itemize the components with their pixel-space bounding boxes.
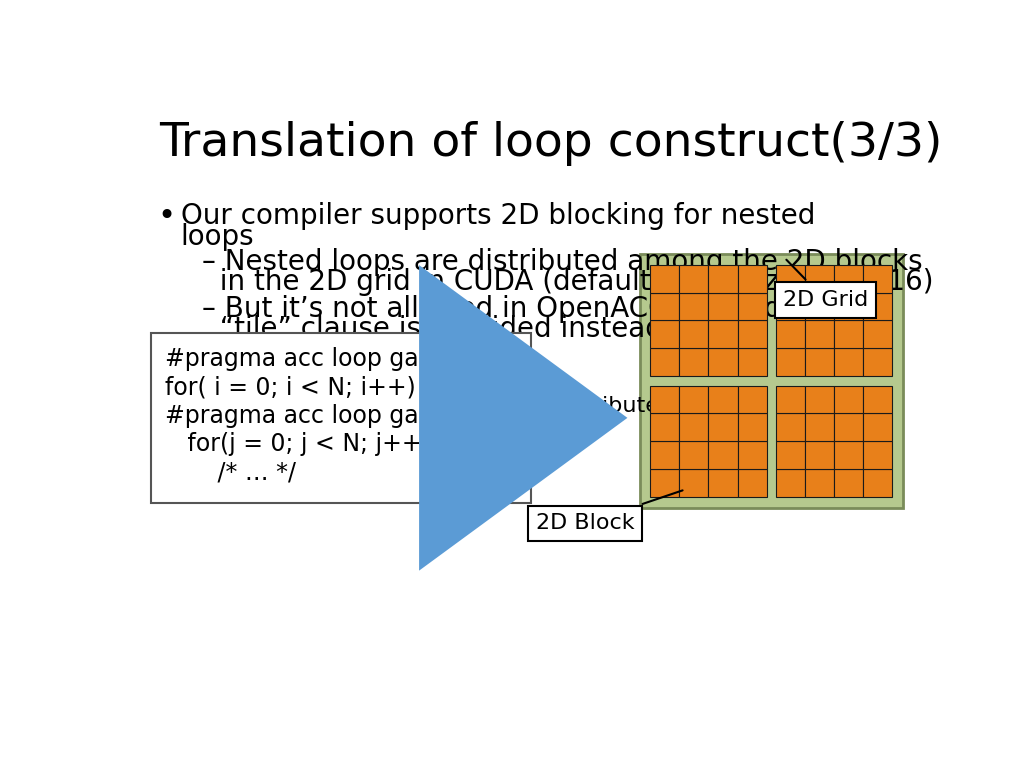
Bar (679, 265, 709, 293)
Bar (776, 293, 805, 320)
Bar (834, 349, 863, 376)
Bar (650, 386, 679, 413)
Bar (737, 265, 767, 293)
Bar (805, 320, 834, 349)
Bar (737, 442, 767, 469)
Text: 2D Block: 2D Block (536, 491, 683, 533)
Bar (776, 265, 805, 293)
Bar (834, 386, 863, 413)
Bar (679, 413, 709, 442)
Bar (834, 442, 863, 469)
Bar (805, 386, 834, 413)
Bar (737, 349, 767, 376)
Text: in the 2D grid in CUDA (default block size is 16x16): in the 2D grid in CUDA (default block si… (202, 269, 933, 296)
Bar (805, 293, 834, 320)
Bar (776, 386, 805, 413)
Bar (863, 349, 892, 376)
FancyBboxPatch shape (152, 333, 531, 502)
Bar (863, 320, 892, 349)
Bar (737, 320, 767, 349)
Text: Our compiler supports 2D blocking for nested: Our compiler supports 2D blocking for ne… (180, 202, 815, 230)
Bar (776, 320, 805, 349)
Bar (709, 293, 737, 320)
Bar (805, 442, 834, 469)
Bar (863, 442, 892, 469)
Text: – Nested loops are distributed among the 2D blocks: – Nested loops are distributed among the… (202, 248, 923, 276)
Bar (863, 386, 892, 413)
Text: Translation of loop construct(3/3): Translation of loop construct(3/3) (159, 121, 942, 167)
Bar (679, 469, 709, 497)
Bar (834, 469, 863, 497)
Bar (863, 469, 892, 497)
Bar (863, 265, 892, 293)
Text: #pragma acc loop gang vector: #pragma acc loop gang vector (165, 347, 531, 371)
Bar (650, 349, 679, 376)
Text: for(j = 0; j < N; j++): for(j = 0; j < N; j++) (165, 432, 431, 456)
Bar (834, 413, 863, 442)
Bar (805, 349, 834, 376)
Bar (709, 442, 737, 469)
Bar (834, 265, 863, 293)
Bar (805, 469, 834, 497)
Bar (679, 293, 709, 320)
Bar (776, 349, 805, 376)
Bar (709, 386, 737, 413)
Text: •: • (158, 202, 175, 231)
Text: for( i = 0; i < N; i++): for( i = 0; i < N; i++) (165, 376, 416, 399)
Text: 2D Grid: 2D Grid (783, 260, 868, 310)
Bar (776, 442, 805, 469)
Bar (863, 413, 892, 442)
Bar (709, 320, 737, 349)
Bar (709, 349, 737, 376)
Text: #pragma acc loop gang vector: #pragma acc loop gang vector (165, 404, 531, 428)
Bar (776, 469, 805, 497)
Text: – But it’s not allowed in OpenACC 2.0 and: – But it’s not allowed in OpenACC 2.0 an… (202, 295, 781, 323)
Bar (650, 469, 679, 497)
Bar (776, 413, 805, 442)
Bar (737, 469, 767, 497)
Text: distribute: distribute (553, 396, 659, 416)
FancyBboxPatch shape (640, 254, 903, 508)
Bar (650, 320, 679, 349)
Bar (834, 293, 863, 320)
Bar (650, 265, 679, 293)
Bar (709, 469, 737, 497)
Bar (737, 413, 767, 442)
Bar (650, 293, 679, 320)
Bar (737, 386, 767, 413)
Bar (805, 265, 834, 293)
Bar (650, 442, 679, 469)
Text: /* … */: /* … */ (165, 461, 296, 485)
Bar (679, 442, 709, 469)
Bar (709, 413, 737, 442)
Bar (679, 349, 709, 376)
Bar (709, 265, 737, 293)
Bar (863, 293, 892, 320)
Text: loops: loops (180, 223, 254, 251)
Bar (737, 293, 767, 320)
Bar (679, 386, 709, 413)
Text: “tile” clause is provided instead: “tile” clause is provided instead (202, 316, 663, 343)
Bar (650, 413, 679, 442)
Bar (834, 320, 863, 349)
Bar (805, 413, 834, 442)
Bar (679, 320, 709, 349)
